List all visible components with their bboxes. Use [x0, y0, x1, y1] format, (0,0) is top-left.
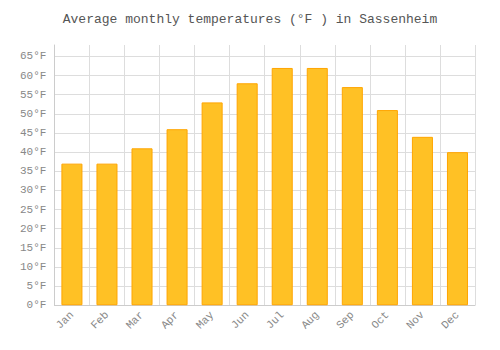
svg-text:55°F: 55°F	[20, 89, 46, 101]
svg-text:Feb: Feb	[89, 309, 111, 331]
svg-text:Oct: Oct	[369, 309, 391, 331]
svg-text:60°F: 60°F	[20, 70, 46, 82]
svg-text:Jul: Jul	[264, 309, 286, 331]
svg-text:40°F: 40°F	[20, 146, 46, 158]
svg-text:0°F: 0°F	[27, 299, 47, 311]
svg-text:10°F: 10°F	[20, 261, 46, 273]
svg-text:15°F: 15°F	[20, 242, 46, 254]
svg-text:Average monthly temperatures (: Average monthly temperatures (°F ) in Sa…	[63, 12, 438, 27]
svg-text:Apr: Apr	[159, 309, 181, 331]
svg-text:30°F: 30°F	[20, 184, 46, 196]
svg-text:5°F: 5°F	[27, 280, 47, 292]
svg-text:Aug: Aug	[299, 309, 321, 331]
svg-text:45°F: 45°F	[20, 127, 46, 139]
svg-text:25°F: 25°F	[20, 204, 46, 216]
svg-text:May: May	[194, 309, 217, 332]
svg-text:65°F: 65°F	[20, 50, 46, 62]
svg-text:Jan: Jan	[54, 309, 76, 331]
svg-text:Nov: Nov	[404, 309, 427, 332]
svg-text:20°F: 20°F	[20, 223, 46, 235]
svg-text:Jun: Jun	[229, 309, 251, 331]
svg-text:50°F: 50°F	[20, 108, 46, 120]
svg-text:Sep: Sep	[334, 309, 356, 331]
svg-text:Dec: Dec	[439, 309, 461, 331]
svg-text:35°F: 35°F	[20, 165, 46, 177]
svg-text:Mar: Mar	[124, 309, 146, 331]
